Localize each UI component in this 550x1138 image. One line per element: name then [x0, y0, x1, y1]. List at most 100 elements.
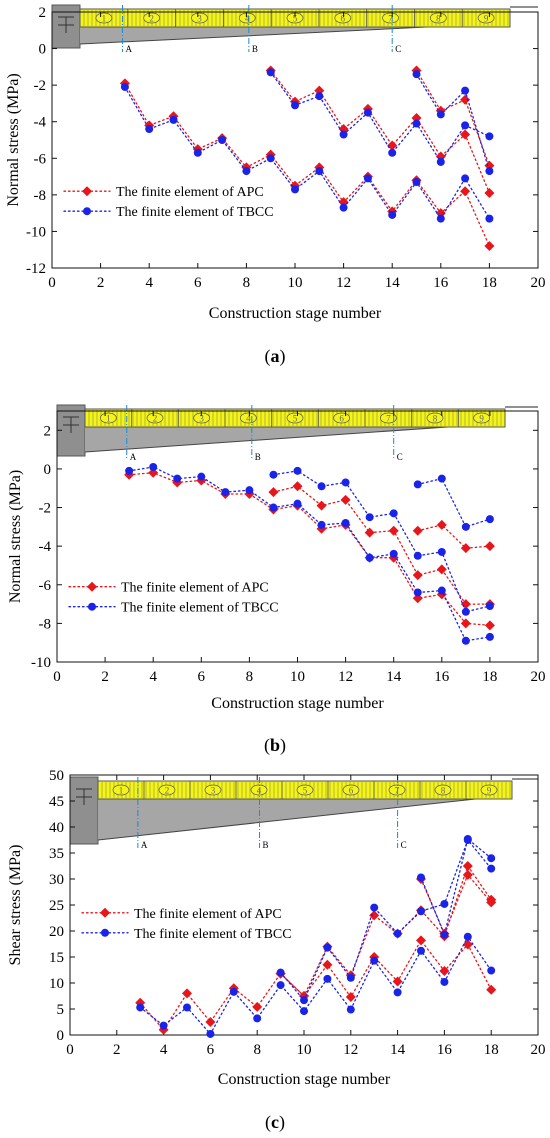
- segment-badge: [379, 412, 397, 424]
- segment-badge: [426, 412, 444, 424]
- x-tick-label: 4: [145, 275, 153, 291]
- legend: The finite element of APC The finite elem…: [68, 581, 279, 616]
- segment-badge: [429, 12, 447, 24]
- data-point: [149, 462, 158, 471]
- data-point: [487, 854, 496, 863]
- segment-label: 3: [199, 414, 204, 424]
- segment-badge: [238, 12, 256, 24]
- data-point: [460, 543, 471, 554]
- x-tick-label: 6: [207, 1042, 215, 1058]
- data-point: [412, 70, 421, 79]
- data-point: [413, 551, 422, 560]
- legend-marker: [100, 907, 110, 918]
- bridge-schematic: 1 2 3 4 5 6 7 8 9A B C: [56, 404, 538, 462]
- data-point: [412, 525, 423, 536]
- y-tick-label: 35: [49, 846, 64, 862]
- x-tick-label: 20: [531, 275, 546, 291]
- bridge-schematic: 1 2 3 4 5 6 7 8 9A B C: [51, 4, 538, 54]
- data-point: [266, 154, 275, 163]
- segment-badge: [158, 784, 176, 796]
- data-point: [253, 1014, 262, 1023]
- panel-label: (a): [265, 346, 286, 367]
- legend-label: The finite element of APC: [116, 185, 264, 200]
- data-point: [365, 513, 374, 522]
- data-point: [461, 522, 470, 531]
- segment-badge: [204, 784, 222, 796]
- section-label: A: [141, 840, 148, 850]
- x-tick-label: 18: [482, 669, 497, 685]
- y-tick-label: 15: [49, 950, 64, 966]
- x-tick-label: 10: [297, 1042, 312, 1058]
- segment-label: 8: [441, 786, 446, 796]
- bridge-schematic: 1 2 3 4 5 6 7 8 9A B C: [69, 776, 538, 850]
- data-point: [339, 130, 348, 139]
- panel-label: (c): [265, 1112, 285, 1133]
- segment-label: 5: [293, 14, 298, 24]
- series-line: [420, 873, 492, 936]
- series-line: [420, 837, 492, 937]
- segment-label: 6: [339, 414, 344, 424]
- data-point: [388, 148, 397, 157]
- data-point: [461, 174, 470, 183]
- x-tick-label: 12: [336, 275, 351, 291]
- series-tbcc: [125, 462, 494, 645]
- data-point: [340, 494, 351, 505]
- data-point: [346, 973, 355, 982]
- segment-label: 8: [433, 414, 438, 424]
- segment-label: 4: [246, 414, 251, 424]
- data-point: [345, 992, 356, 1003]
- legend-label: The finite element of TBCC: [121, 601, 279, 616]
- data-point: [484, 541, 495, 552]
- data-point: [487, 864, 496, 873]
- data-point: [339, 203, 348, 212]
- data-point: [291, 185, 299, 194]
- data-point: [461, 86, 470, 95]
- data-point: [437, 474, 446, 483]
- series-tbcc: [120, 68, 494, 223]
- data-point: [341, 478, 350, 487]
- segment-label: 9: [484, 14, 489, 24]
- data-point: [159, 1021, 168, 1030]
- data-point: [266, 68, 275, 77]
- data-point: [193, 148, 202, 157]
- data-point: [437, 586, 446, 595]
- data-point: [417, 907, 425, 916]
- segment-badge: [480, 784, 498, 796]
- data-point: [315, 92, 324, 101]
- y-tick-label: -12: [26, 261, 46, 277]
- segment-badge: [334, 12, 352, 24]
- data-point: [341, 518, 350, 527]
- x-axis-label: Construction stage number: [211, 695, 384, 712]
- series-tbcc: [136, 834, 496, 1038]
- panel-label: (b): [264, 735, 286, 756]
- y-tick-label: 40: [49, 820, 64, 836]
- series-line: [124, 86, 491, 220]
- series-line: [279, 864, 492, 998]
- data-point: [460, 94, 471, 105]
- data-point: [317, 520, 326, 529]
- legend-marker: [88, 602, 96, 611]
- data-point: [440, 977, 449, 986]
- data-point: [323, 974, 332, 983]
- section-label: B: [252, 44, 258, 54]
- data-point: [461, 636, 470, 645]
- legend-marker: [101, 928, 109, 937]
- data-point: [460, 129, 471, 140]
- segment-label: 1: [119, 786, 124, 796]
- segment-label: 1: [102, 14, 107, 24]
- data-point: [322, 959, 333, 970]
- section-label: A: [130, 452, 137, 462]
- data-point: [388, 210, 397, 219]
- y-tick-label: -10: [31, 655, 51, 671]
- segment-label: 6: [349, 786, 354, 796]
- x-tick-label: 16: [433, 275, 449, 291]
- x-tick-label: 8: [253, 1042, 261, 1058]
- pier-detail: [58, 16, 74, 33]
- segment-label: 9: [479, 414, 484, 424]
- data-point: [148, 467, 159, 478]
- chart-panel-b: 1 2 3 4 5 6 7 8 9A B C0 2 4 6 8 10 12 14 16 18 20-10-8-6-4-2…: [7, 404, 546, 756]
- data-point: [389, 549, 398, 558]
- segment-badge: [473, 412, 491, 424]
- pier-detail: [63, 416, 79, 433]
- data-point: [485, 515, 494, 524]
